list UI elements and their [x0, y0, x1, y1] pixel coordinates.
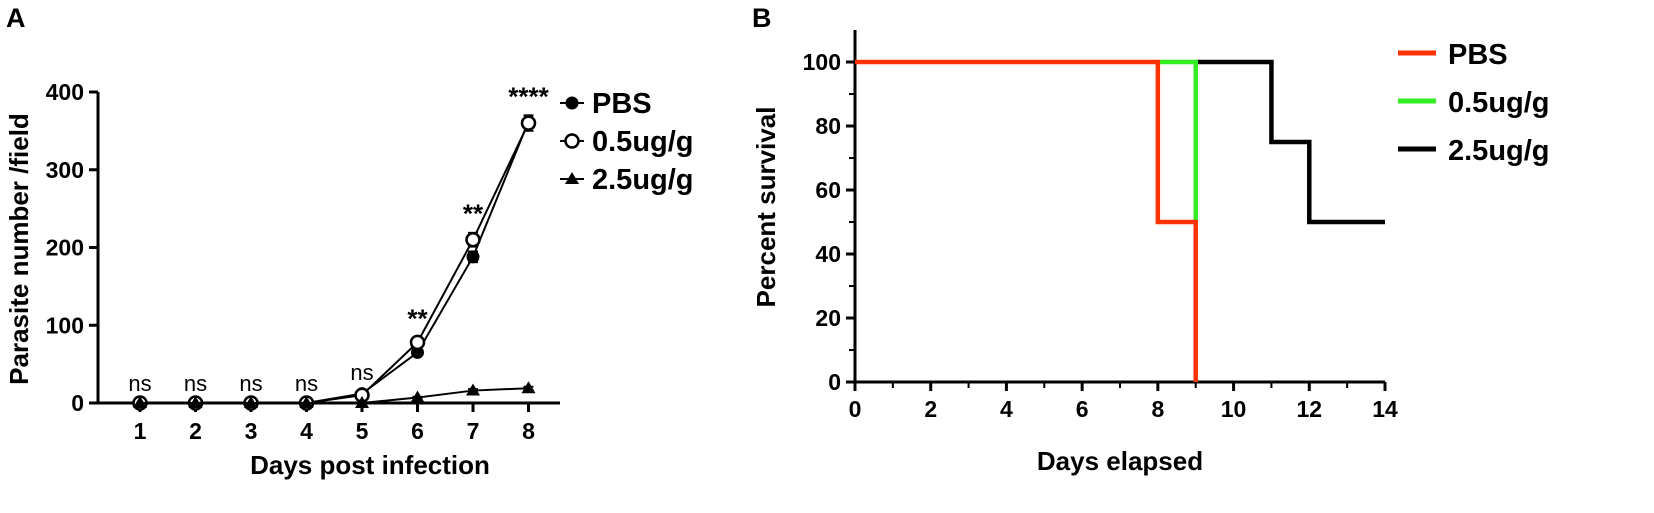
panel-b-axes	[853, 30, 1385, 384]
panel-a-data-point	[520, 115, 537, 131]
panel-b-x-tick-label: 10	[1221, 396, 1247, 422]
panel-a-significance-label: ns	[184, 371, 207, 396]
panel-b-x-tick-label: 2	[924, 396, 937, 422]
panel-a-significance-label: ns	[128, 371, 151, 396]
panel-a-data-point	[466, 250, 480, 264]
panel-a-legend-label: 0.5ug/g	[592, 126, 694, 158]
panel-a-data-point	[133, 396, 147, 408]
panel-a-y-tick-label: 100	[46, 312, 84, 338]
panel-a-legend: PBS 0.5ug/g 2.5ug/g	[560, 88, 694, 196]
panel-a-data-point	[410, 390, 425, 403]
panel-a-legend-marker	[565, 172, 579, 184]
panel-b-x-tick-label: 8	[1151, 396, 1164, 422]
panel-a-legend-label: 2.5ug/g	[592, 164, 694, 196]
panel-a-y-axis-title: Parasite number /field	[4, 113, 34, 385]
panel-b-x-tick-label: 12	[1296, 396, 1322, 422]
panel-a-significance-label: ns	[239, 371, 262, 396]
panel-a-series-1	[133, 114, 535, 410]
panel-b-survival-line-1	[855, 59, 1198, 382]
panel-a-x-tick-label: 2	[189, 418, 202, 444]
panel-a-data-point	[409, 334, 426, 351]
panel-a-legend-marker	[565, 96, 579, 110]
panel-b-survival-line-2	[1157, 59, 1198, 222]
panel-a-data-point	[466, 383, 480, 396]
panel-a-x-tick-label: 7	[467, 418, 480, 444]
panel-b-y-tick-label: 20	[815, 305, 841, 331]
panel-a-axes	[96, 92, 560, 405]
panel-b-series	[855, 59, 1385, 382]
panel-b-letter: B	[752, 3, 772, 33]
panel-a-y-ticks: 0 100 200 300 400	[46, 79, 98, 416]
panel-a-data-point	[188, 396, 203, 408]
panel-a-data-point	[299, 396, 314, 408]
panel-a-data-point	[355, 396, 369, 408]
panel-b-x-axis-title: Days elapsed	[1037, 446, 1203, 476]
panel-b-y-axis-title: Percent survival	[751, 107, 781, 308]
panel-a-y-tick-label: 0	[71, 390, 84, 416]
panel-a-x-tick-label: 6	[411, 418, 424, 444]
panel-a-significance-label: **	[463, 199, 484, 229]
panel-b-x-ticks: 0 2 4 6 8 10 12 14	[849, 382, 1398, 422]
panel-a-significance-label: **	[407, 304, 428, 334]
panel-b-y-tick-label: 40	[815, 241, 841, 267]
panel-b-x-tick-label: 6	[1076, 396, 1089, 422]
panel-a-y-tick-label: 300	[46, 157, 84, 183]
panel-b-legend-label: 2.5ug/g	[1448, 135, 1550, 167]
panel-a-x-axis-title: Days post infection	[250, 450, 490, 480]
panel-a-x-tick-label: 5	[356, 418, 369, 444]
panel-a-y-tick-label: 400	[46, 79, 84, 105]
panel-a-data-point	[521, 381, 536, 394]
panel-a-x-tick-label: 3	[245, 418, 258, 444]
panel-b-y-ticks: 0 20 40 60 80 100	[803, 49, 855, 395]
panel-a-annotations: ns ns ns ns ns********	[128, 81, 549, 396]
panel-b-x-tick-label: 0	[849, 396, 862, 422]
panel-b-y-tick-label: 80	[815, 113, 841, 139]
panel-b-survival-line-3	[1195, 59, 1385, 225]
panel-a-x-tick-label: 8	[522, 418, 535, 444]
panel-a-series	[132, 114, 537, 411]
panel-a-x-tick-label: 1	[134, 418, 147, 444]
panel-a-letter: A	[6, 3, 26, 33]
panel-a-series-line	[140, 387, 529, 404]
panel-a-data-point	[244, 396, 258, 408]
panel-b-y-tick-label: 60	[815, 177, 841, 203]
panel-b-y-tick-label: 100	[803, 49, 841, 75]
panel-b-legend-label: 0.5ug/g	[1448, 87, 1550, 119]
panel-b-legend: PBS 0.5ug/g 2.5ug/g	[1398, 39, 1550, 167]
panel-a-data-point	[465, 231, 481, 248]
panel-a-significance-label: ****	[508, 81, 549, 111]
panel-b-y-tick-label: 0	[828, 369, 841, 395]
panel-a-significance-label: ns	[295, 371, 318, 396]
panel-a-series-3	[133, 381, 536, 408]
panel-b-legend-label: PBS	[1448, 39, 1508, 71]
panel-b-chart: B 0 2 4 6 8 10 12 14 0 20 40 60 80 100 PBS 0.5ug/g 2.5…	[751, 3, 1550, 476]
panel-a-significance-label: ns	[350, 360, 373, 385]
panel-a-x-tick-label: 4	[300, 418, 313, 444]
panel-b-x-tick-label: 4	[1000, 396, 1013, 422]
panel-b-x-tick-label: 14	[1372, 396, 1398, 422]
panel-a-y-tick-label: 200	[46, 235, 84, 261]
panel-a-legend-marker	[564, 133, 580, 149]
panel-a-legend-label: PBS	[592, 88, 652, 120]
